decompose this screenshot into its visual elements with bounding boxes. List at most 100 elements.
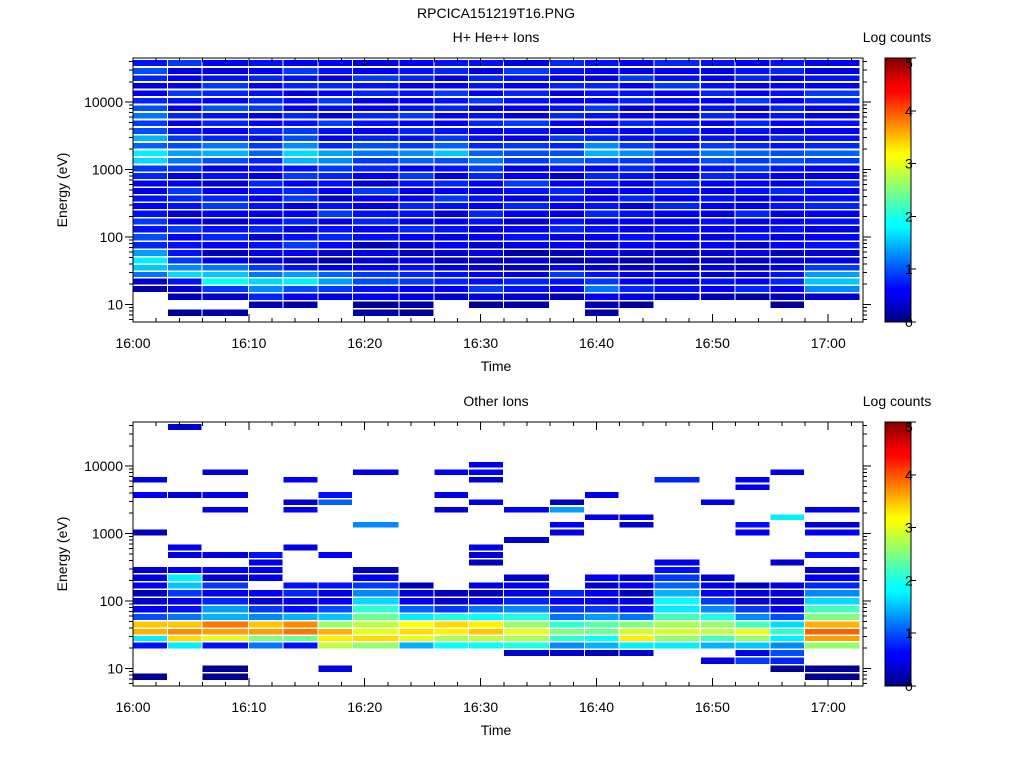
heatmap-cell [619,278,654,285]
heatmap-cell [770,590,805,597]
heatmap-cell [805,606,860,613]
heatmap-cell [283,142,318,149]
heatmap-cell [167,278,202,285]
heatmap-cell [550,250,584,256]
colorbar-tick-label: 4 [905,103,913,119]
heatmap-cell [805,82,860,89]
heatmap-cell [735,112,770,119]
heatmap-cell [283,242,318,249]
heatmap-cell [133,590,167,597]
heatmap-cell [167,635,202,642]
heatmap-cell [700,614,735,620]
heatmap-cell [434,286,469,292]
heatmap-cell [469,257,503,264]
heatmap-cell [434,606,469,613]
panel-h-he-ions: H+ He++ Ions 16:00 16:10 16:20 16:30 16:40 16… [54,29,931,374]
heatmap-cell [735,614,770,620]
heatmap-cell [735,180,770,187]
heatmap-cell [654,242,700,249]
colorbar-tick-label: 2 [905,572,913,588]
heatmap-cell [202,97,248,104]
heatmap-cell [619,59,654,67]
heatmap-cell [283,112,318,119]
figure-title: RPCICA151219T16.PNG [417,5,575,21]
heatmap-cell [248,257,283,264]
heatmap-cell [770,142,805,149]
panel-2-title: Other Ions [463,393,528,409]
heatmap-cell [503,150,550,157]
heatmap-cell [654,75,700,82]
heatmap-cell [133,257,167,264]
heatmap-cell [167,544,202,551]
heatmap-cell [503,97,550,104]
heatmap-cell [469,301,503,308]
heatmap-cell [434,210,469,217]
heatmap-cell [469,590,503,597]
heatmap-cell [248,574,283,581]
heatmap-cell [434,150,469,157]
heatmap-cell [353,59,399,67]
heatmap-cell [283,210,318,217]
heatmap-cell [434,75,469,82]
heatmap-cell [248,606,283,613]
heatmap-cell [202,90,248,97]
heatmap-cell [318,628,353,635]
heatmap-cell [584,250,619,256]
heatmap-cell [654,642,700,649]
heatmap-cell [399,172,434,179]
heatmap-cell [503,210,550,217]
heatmap-cell [133,271,167,278]
heatmap-cell [353,218,399,225]
heatmap-cell [167,257,202,264]
heatmap-cell [700,82,735,89]
heatmap-cell [248,90,283,97]
heatmap-cell [353,142,399,149]
heatmap-cell [619,521,654,528]
heatmap-cell [133,598,167,605]
heatmap-cell [550,135,584,142]
heatmap-cell [619,582,654,589]
heatmap-cell [283,195,318,202]
y-tick-label: 10 [107,660,123,676]
heatmap-cell [805,250,860,256]
heatmap-cell [353,574,399,581]
x-tick-label: 16:50 [695,335,730,351]
heatmap-cell [619,90,654,97]
heatmap-cell [353,150,399,157]
heatmap-cell [248,203,283,209]
heatmap-cell [353,105,399,112]
heatmap-cell [805,506,860,513]
heatmap-cell [654,203,700,209]
heatmap-cell [700,606,735,613]
heatmap-cell [469,105,503,112]
heatmap-cell [805,127,860,134]
heatmap-cell [353,621,399,628]
heatmap-cell [503,650,550,656]
heatmap-cell [248,242,283,249]
heatmap-cell [469,127,503,134]
heatmap-cell [133,567,167,573]
heatmap-cell [503,293,550,300]
heatmap-cell [469,210,503,217]
heatmap-cell [399,264,434,271]
heatmap-cell [654,59,700,67]
panel-2-colorbar-ticks: 0 1 2 3 4 5 [905,419,916,694]
heatmap-cell [469,59,503,67]
heatmap-cell [248,590,283,597]
heatmap-cell [469,461,503,468]
heatmap-cell [619,142,654,149]
heatmap-cell [654,135,700,142]
heatmap-cell [434,635,469,642]
heatmap-cell [770,226,805,233]
heatmap-cell [399,301,434,308]
heatmap-cell [133,127,167,134]
heatmap-cell [584,293,619,300]
heatmap-cell [770,172,805,179]
heatmap-cell [318,271,353,278]
heatmap-cell [550,286,584,292]
heatmap-cell [700,165,735,172]
heatmap-cell [770,264,805,271]
heatmap-cell [353,250,399,256]
heatmap-cell [353,210,399,217]
heatmap-cell [700,75,735,82]
